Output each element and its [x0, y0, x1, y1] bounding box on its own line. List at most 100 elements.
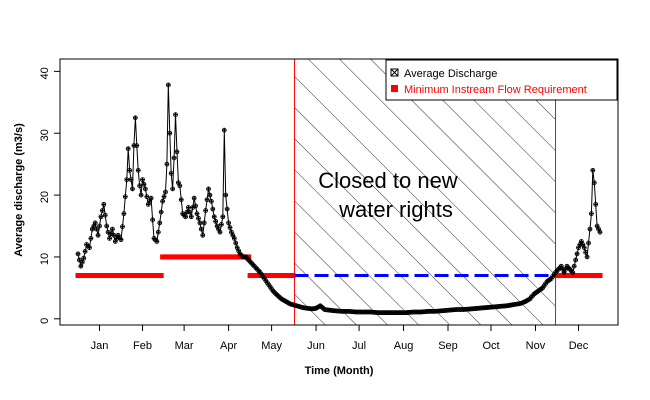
discharge-point-ring [223, 192, 229, 198]
discharge-point-ring [586, 240, 591, 246]
y-axis-title: Average discharge (m3/s) [13, 123, 25, 257]
x-tick-label-jul: Jul [352, 340, 366, 352]
discharge-point [572, 264, 577, 269]
discharge-point-ring [183, 214, 188, 220]
discharge-point-ring [144, 194, 150, 200]
discharge-point-ring [203, 208, 209, 213]
discharge-point [573, 258, 578, 263]
discharge-point [187, 210, 192, 215]
discharge-point [598, 230, 602, 235]
x-tick-label-feb: Feb [133, 340, 152, 352]
discharge-point-ring [137, 183, 143, 189]
discharge-point [173, 112, 178, 117]
discharge-point-ring [143, 186, 148, 192]
discharge-point [77, 258, 82, 263]
discharge-point [164, 162, 169, 167]
discharge-point [206, 186, 211, 191]
discharge-point [133, 115, 138, 120]
closed-period-label-line1: Closed to new [318, 168, 458, 193]
x-tick-label-oct: Oct [482, 340, 499, 352]
minimum-flow-point [290, 273, 296, 279]
discharge-point [140, 177, 145, 182]
discharge-point [219, 222, 224, 227]
discharge-point [585, 254, 590, 259]
discharge-point-ring [140, 177, 145, 183]
discharge-point [228, 225, 233, 230]
discharge-point-ring [125, 146, 131, 152]
discharge-point [78, 264, 83, 269]
discharge-point-ring [118, 237, 124, 243]
discharge-point [137, 183, 142, 188]
discharge-point-ring [97, 223, 102, 229]
discharge-point [203, 208, 208, 213]
discharge-point [590, 168, 595, 173]
discharge-point-ring [130, 186, 135, 192]
discharge-point [593, 202, 598, 207]
discharge-point [583, 250, 588, 255]
discharge-point-ring [92, 220, 98, 226]
minimum-flow-segment-3 [554, 273, 603, 279]
discharge-point [172, 155, 177, 160]
discharge-point-ring [198, 226, 204, 232]
discharge-point-ring [188, 214, 194, 220]
discharge-point [223, 193, 228, 198]
x-tick-label-may: May [261, 340, 282, 352]
closed-period-hatch [294, 59, 556, 325]
x-axis-title: Time (Month) [305, 365, 374, 377]
discharge-point-ring [168, 171, 174, 176]
discharge-point-ring [121, 211, 127, 217]
discharge-point [179, 197, 184, 202]
discharge-point [592, 180, 597, 185]
discharge-point [129, 177, 134, 182]
discharge-point-ring [110, 226, 115, 232]
discharge-point [120, 224, 125, 229]
y-tick-label-40: 40 [39, 67, 51, 79]
discharge-point-ring [128, 177, 134, 183]
discharge-point-ring [81, 255, 87, 261]
discharge-point-ring [204, 197, 210, 203]
y-tick-label-10: 10 [39, 253, 51, 265]
discharge-point-ring [187, 209, 193, 215]
discharge-point [110, 227, 115, 232]
discharge-point-ring [107, 235, 112, 241]
discharge-point-ring [141, 181, 147, 187]
discharge-point-ring [191, 195, 197, 201]
minimum-flow-segment-1 [160, 254, 252, 260]
discharge-point-ring [581, 245, 587, 251]
discharge-point [141, 182, 146, 187]
discharge-point-ring [132, 115, 138, 121]
discharge-point [80, 260, 85, 265]
discharge-point [199, 227, 204, 232]
discharge-point-ring [207, 192, 213, 198]
discharge-point-ring [206, 186, 211, 192]
discharge-point-ring [571, 263, 577, 269]
discharge-point-ring [120, 224, 125, 230]
discharge-point-ring [163, 189, 168, 195]
discharge-point [136, 168, 141, 173]
x-tick-label-aug: Aug [394, 340, 414, 352]
discharge-point-ring [590, 167, 596, 173]
closed-period-label-line2: water rights [338, 197, 453, 222]
discharge-point [570, 270, 575, 275]
discharge-point-ring [161, 194, 167, 200]
discharge-point-ring [587, 226, 593, 232]
discharge-point-ring [79, 259, 85, 265]
discharge-point-ring [171, 155, 177, 161]
discharge-point-ring [210, 206, 216, 212]
discharge-point-ring [158, 209, 164, 215]
discharge-point [200, 233, 205, 238]
discharge-point-ring [148, 195, 154, 201]
discharge-points [75, 82, 603, 316]
discharge-point-ring [75, 251, 81, 257]
discharge-point-ring [102, 212, 108, 218]
y-axis: 0 10 20 30 40 [39, 67, 60, 324]
discharge-point [150, 217, 155, 222]
x-tick-label-dec: Dec [569, 340, 589, 352]
discharge-point [130, 186, 135, 191]
discharge-point [233, 241, 238, 246]
discharge-point-ring [194, 211, 200, 217]
discharge-point-ring [231, 235, 237, 241]
discharge-point [149, 196, 154, 201]
y-tick-label-30: 30 [39, 129, 51, 141]
